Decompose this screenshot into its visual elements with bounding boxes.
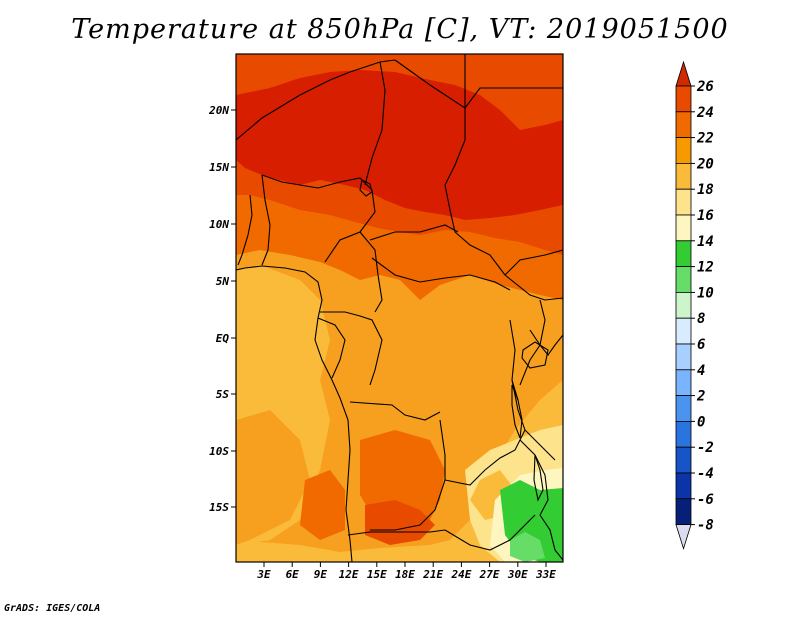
- country-borders: [236, 54, 563, 562]
- colorbar-swatch: [675, 240, 692, 268]
- colorbar-top-triangle: [675, 60, 692, 87]
- temperature-field: [236, 54, 563, 562]
- border-niger-chad: [394, 59, 466, 186]
- colorbar-swatch: [675, 446, 692, 474]
- colorbar-swatch: [675, 420, 692, 448]
- colorbar-swatch: [675, 111, 692, 139]
- colorbar-swatch: [675, 317, 692, 345]
- lon-label: 27E: [479, 568, 500, 581]
- border-malawi: [519, 439, 549, 516]
- lat-label: 15S: [209, 501, 229, 514]
- colorbar-label: -8: [697, 518, 714, 534]
- border-angola-zambia: [370, 419, 446, 531]
- lat-label: EQ: [216, 332, 230, 345]
- colorbar-label: 26: [696, 79, 714, 95]
- field-26: [236, 70, 563, 220]
- lat-label: 20N: [208, 104, 229, 117]
- border-ethiopia: [504, 249, 563, 276]
- border-zimbabwe: [444, 514, 536, 551]
- latitude-axis: 20N 15N 10N 5N EQ 5S 10S 15S: [208, 104, 236, 514]
- border-lake-chad: [359, 179, 373, 197]
- colorbar-swatch: [675, 188, 692, 216]
- field-24-s: [365, 500, 435, 545]
- colorbar-label: 14: [697, 234, 714, 250]
- colorbar-swatch: [675, 137, 692, 164]
- border-angola-drc: [349, 401, 441, 421]
- border-drc-east: [504, 274, 563, 301]
- colorbar-label: 24: [696, 105, 714, 121]
- lon-label: 30E: [507, 568, 528, 581]
- border-gabon-west: [317, 317, 346, 379]
- colorbar-label: -6: [697, 492, 714, 508]
- colorbar-swatch: [675, 162, 692, 190]
- colorbar-label: 6: [697, 337, 705, 353]
- lon-label: 21E: [422, 568, 443, 581]
- border-lake-tanganyika: [511, 384, 523, 439]
- colorbar-label: 0: [697, 414, 705, 430]
- colorbar-swatch: [675, 498, 692, 525]
- colorbar-label: 2: [696, 389, 705, 405]
- border-zambia-east: [444, 429, 526, 486]
- border-niger-mali: [364, 61, 386, 186]
- colorbar-label: -4: [697, 466, 714, 482]
- lon-label: 12E: [339, 568, 359, 581]
- colorbar-label: 18: [697, 182, 714, 198]
- lat-label: 15N: [209, 161, 229, 174]
- border-congo-gabon: [320, 311, 383, 386]
- chart-title: Temperature at 850hPa [C], VT: 201905150…: [71, 14, 729, 45]
- border-libya-chad: [464, 87, 563, 109]
- border-togo-benin: [261, 174, 271, 266]
- lon-label: 24E: [450, 568, 471, 581]
- colorbar-label: 20: [696, 156, 714, 172]
- colorbar-bottom-triangle: [675, 524, 692, 550]
- grads-credit: GrADS: IGES/COLA: [4, 603, 101, 614]
- colorbar-label: 4: [697, 363, 705, 379]
- map-frame: [235, 53, 564, 563]
- border-lake-malawi: [533, 454, 544, 502]
- border-cameroon-east: [359, 231, 383, 313]
- colorbar-label: -2: [697, 440, 714, 456]
- field-10: [510, 532, 545, 562]
- colorbar-label: 12: [697, 260, 714, 276]
- border-ghana-west: [237, 194, 253, 266]
- border-lake-victoria: [521, 341, 549, 369]
- lon-label: 3E: [256, 568, 271, 581]
- colorbar-swatch: [675, 266, 692, 293]
- border-car-south: [371, 257, 511, 291]
- border-namibia: [347, 529, 446, 536]
- colorbar-swatch: [675, 369, 692, 396]
- border-mozambique: [539, 514, 563, 561]
- lat-label: 5S: [216, 388, 230, 401]
- lon-label: 15E: [367, 568, 387, 581]
- colorbar-label: 22: [696, 131, 714, 147]
- lat-label: 5N: [216, 275, 230, 288]
- colorbar-swatch: [675, 291, 692, 319]
- border-car-north: [369, 224, 459, 241]
- colorbar-swatch: [675, 472, 692, 500]
- lat-label: 10N: [209, 218, 229, 231]
- lon-label: 33E: [535, 568, 556, 581]
- colorbar-label: 10: [697, 285, 714, 301]
- field-20-sw: [236, 410, 310, 545]
- colorbar-swatch: [675, 214, 692, 242]
- lon-label: 9E: [314, 568, 328, 581]
- colorbar-label: 8: [697, 311, 705, 327]
- border-chad-sudan: [444, 184, 506, 276]
- border-nigeria: [261, 174, 376, 263]
- border-east-lakes: [529, 329, 563, 356]
- colorbar-swatch: [675, 343, 692, 371]
- field-22-sw: [300, 470, 345, 540]
- border-drc-uganda: [509, 319, 519, 401]
- colorbar-swatch: [675, 85, 692, 113]
- longitude-axis: 3E 6E 9E 12E 15E 18E 21E 24E 27E 30E 33E: [256, 562, 556, 581]
- lon-label: 6E: [286, 568, 300, 581]
- lat-label: 10S: [209, 445, 229, 458]
- colorbar-swatch: [675, 395, 692, 422]
- colorbar-label: 16: [697, 208, 714, 224]
- border-coast-west: [236, 265, 353, 562]
- lon-label: 18E: [395, 568, 415, 581]
